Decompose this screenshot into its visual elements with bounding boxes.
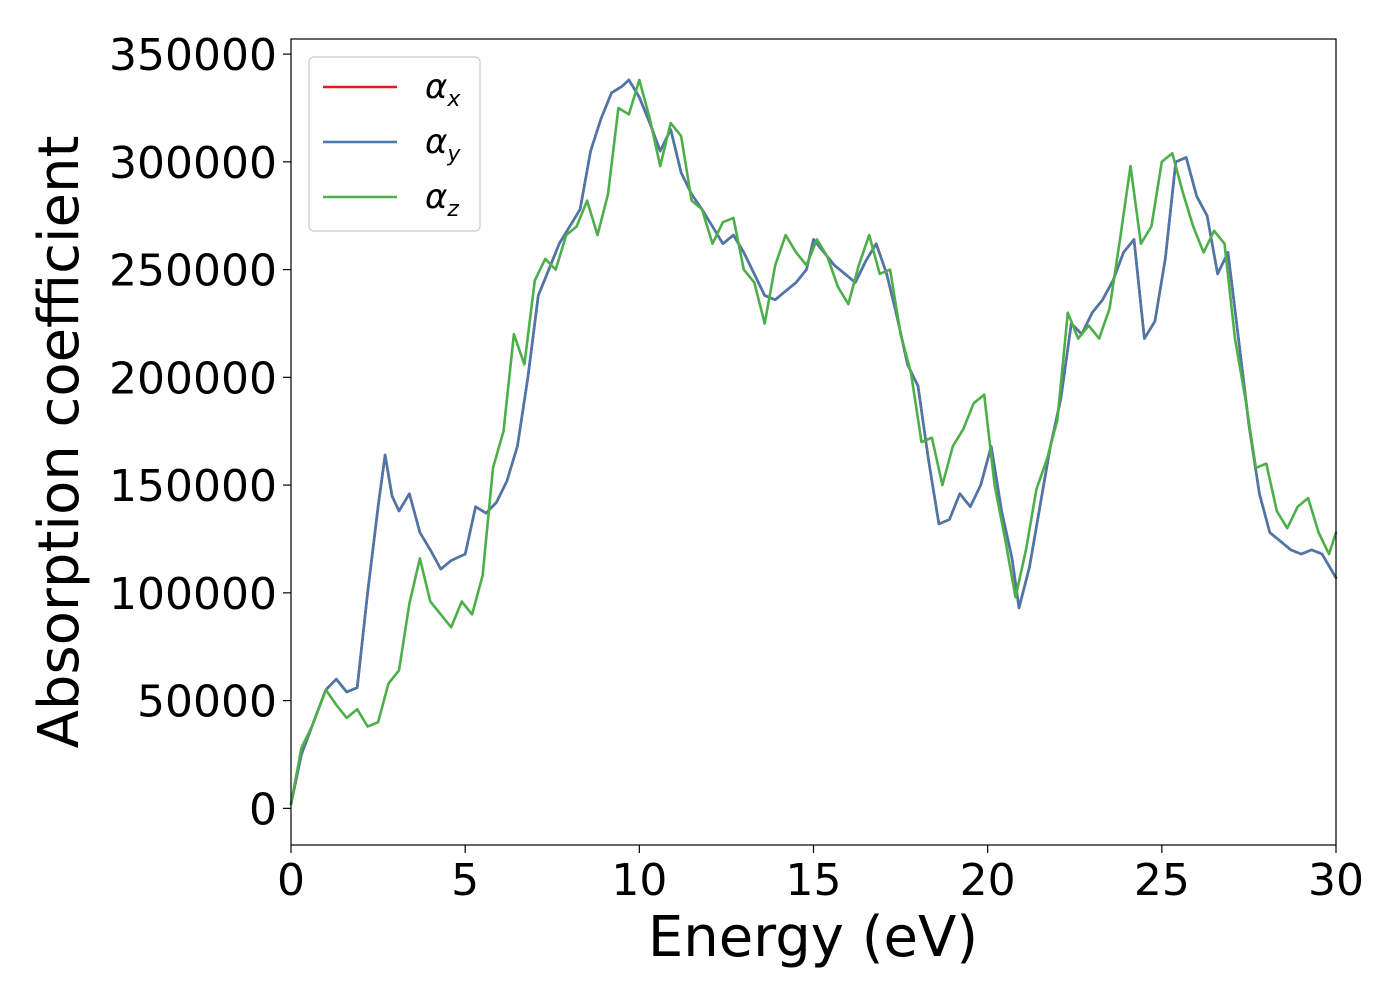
x-tick-label: 15: [786, 855, 842, 906]
y-tick-label: 350000: [109, 30, 277, 81]
plot-area: [289, 78, 1338, 806]
legend: αx αy αz: [308, 56, 481, 232]
x-tick-label: 30: [1308, 855, 1364, 906]
y-tick-label: 300000: [109, 138, 277, 189]
x-axis-label: Energy (eV): [648, 905, 978, 970]
x-tick-label: 20: [960, 855, 1016, 906]
y-tick-label: 250000: [109, 246, 277, 297]
x-tick-label: 0: [277, 855, 305, 906]
y-tick-label: 100000: [109, 569, 277, 620]
x-tick-label: 5: [451, 855, 479, 906]
y-axis: 0 50000 100000 150000 200000 250000 300000 3500…: [109, 30, 291, 835]
legend-box: [308, 56, 481, 232]
x-axis: 0 5 10 15 20 25 30: [277, 845, 1364, 906]
x-tick-label: 25: [1134, 855, 1190, 906]
x-tick-label: 10: [611, 855, 667, 906]
legend-label-y: αy: [425, 122, 461, 167]
legend-label-x: αx: [425, 67, 461, 112]
y-tick-label: 150000: [109, 461, 277, 512]
y-tick-label: 50000: [137, 677, 277, 728]
legend-label-z: αz: [425, 177, 459, 222]
y-tick-label: 0: [249, 784, 277, 835]
y-axis-label: Absorption coefficient: [27, 136, 92, 749]
series-line-z: [289, 78, 1338, 806]
y-tick-label: 200000: [109, 353, 277, 404]
